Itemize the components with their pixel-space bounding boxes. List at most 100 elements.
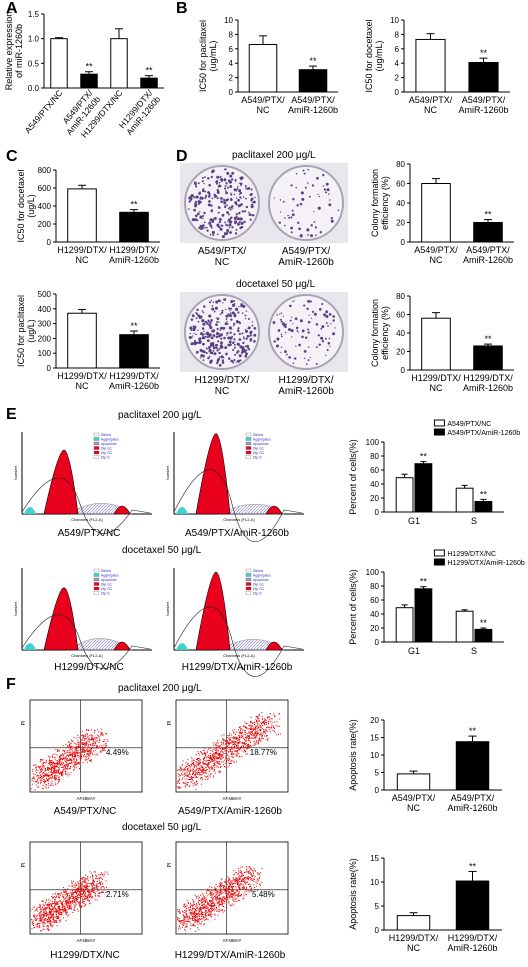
event-dot	[276, 725, 278, 727]
event-dot	[49, 776, 51, 778]
event-dot	[55, 762, 57, 764]
event-dot	[251, 734, 253, 736]
event-dot	[253, 740, 255, 742]
event-dot	[84, 753, 86, 755]
event-dot	[46, 779, 48, 781]
event-dot	[255, 728, 257, 730]
event-dot	[249, 873, 251, 875]
event-dot	[53, 913, 55, 915]
event-dot	[206, 768, 208, 770]
y-tick-label: 80	[370, 452, 379, 461]
colony-dot	[211, 305, 214, 307]
event-dot	[200, 894, 202, 896]
hist-legend-swatch	[93, 573, 100, 577]
event-dot	[219, 771, 221, 773]
event-dot	[81, 734, 83, 736]
event-dot	[68, 907, 70, 909]
event-dot	[255, 870, 257, 872]
event-dot	[196, 914, 198, 916]
event-dot	[95, 740, 97, 742]
event-dot	[65, 910, 67, 912]
event-dot	[47, 780, 49, 782]
event-dot	[56, 775, 58, 777]
event-dot	[250, 721, 252, 723]
colony-dot	[253, 326, 257, 330]
colony-dot	[208, 183, 210, 185]
colony-dot	[233, 302, 236, 305]
event-dot	[223, 739, 225, 741]
hist-legend-label: Aggregates	[253, 438, 271, 442]
event-dot	[244, 891, 246, 893]
event-dot	[50, 900, 52, 902]
event-dot	[246, 737, 248, 739]
event-dot	[247, 736, 249, 738]
event-dot	[80, 746, 82, 748]
colony-dot	[195, 218, 199, 222]
event-dot	[64, 758, 66, 760]
bar	[119, 334, 149, 369]
colony-dot	[202, 359, 205, 362]
colony-dot	[198, 226, 201, 230]
event-dot	[196, 897, 198, 899]
event-dot	[260, 740, 262, 742]
event-dot	[55, 904, 57, 906]
event-dot	[50, 916, 52, 918]
colony-dot	[278, 221, 281, 224]
event-dot	[252, 744, 254, 746]
event-dot	[95, 871, 97, 873]
event-dot	[258, 883, 260, 885]
event-dot	[197, 773, 199, 775]
event-dot	[211, 756, 213, 758]
event-dot	[179, 922, 181, 924]
event-dot	[82, 880, 84, 882]
event-dot	[76, 752, 78, 754]
event-dot	[279, 718, 281, 720]
event-dot	[235, 750, 237, 752]
event-dot	[256, 726, 258, 728]
event-dot	[93, 745, 95, 747]
colony-dot	[313, 210, 315, 213]
event-dot	[210, 761, 212, 763]
event-dot	[226, 740, 228, 742]
colony-dot	[216, 317, 220, 320]
event-dot	[64, 759, 66, 761]
colony-dot	[204, 190, 207, 193]
y-tick-label: 2	[229, 74, 234, 83]
colony-dot	[240, 221, 244, 225]
event-dot	[75, 761, 77, 763]
colony-dot	[210, 226, 213, 229]
event-dot	[37, 923, 39, 925]
y-axis-label: Apoptosis rate(%)	[348, 719, 358, 791]
event-dot	[32, 777, 34, 779]
event-dot	[32, 765, 34, 767]
event-dot	[235, 895, 237, 897]
event-dot	[238, 742, 240, 744]
event-dot	[47, 766, 49, 768]
event-dot	[178, 917, 180, 919]
event-dot	[75, 747, 77, 749]
event-dot	[230, 761, 232, 763]
event-dot	[84, 894, 86, 896]
event-dot	[209, 901, 211, 903]
event-dot	[244, 887, 246, 889]
event-dot	[88, 753, 90, 755]
event-dot	[59, 757, 61, 759]
event-dot	[79, 753, 81, 755]
colony-dot	[317, 206, 321, 210]
colony-dot	[206, 323, 208, 326]
event-dot	[248, 731, 250, 733]
event-dot	[199, 908, 201, 910]
event-dot	[80, 905, 82, 907]
event-dot	[218, 903, 220, 905]
event-dot	[216, 897, 218, 899]
event-dot	[195, 775, 197, 777]
event-dot	[86, 733, 88, 735]
colony-dot	[289, 304, 292, 308]
event-dot	[76, 759, 78, 761]
event-dot	[212, 756, 214, 758]
event-dot	[263, 738, 265, 740]
colony-dot	[298, 343, 301, 347]
event-dot	[219, 898, 221, 900]
colony-dot	[205, 226, 208, 229]
event-dot	[48, 910, 50, 912]
